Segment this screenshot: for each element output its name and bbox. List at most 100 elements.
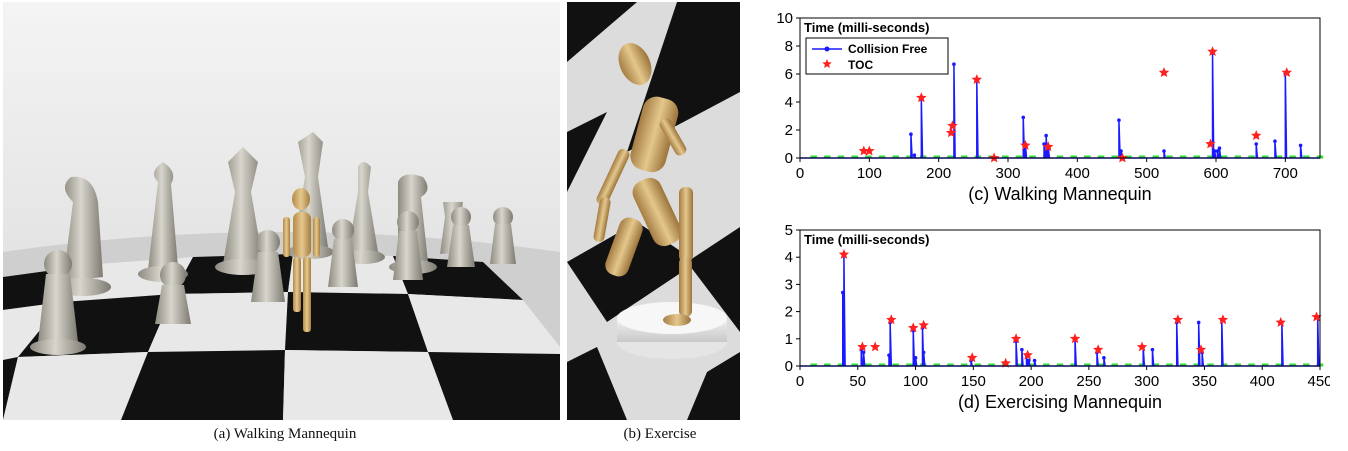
chart-c-legend: [805, 37, 949, 75]
chart-c-ytick-label: 8: [785, 38, 793, 55]
chart-d-xtick-label: 350: [1192, 373, 1217, 390]
chart-d-title: (d) Exercising Mannequin: [958, 392, 1162, 412]
chart-c-collision-free-point: [909, 132, 913, 136]
chart-c-collision-free-point: [1021, 115, 1026, 120]
chart-d-xtick-label: 300: [1134, 373, 1159, 390]
chart-c-toc-point: [1281, 67, 1292, 77]
chess-scene-image: [3, 2, 560, 420]
chart-c-xtick-label: 500: [1134, 165, 1159, 182]
chart-d-collision-free-point: [1102, 356, 1106, 360]
chart-c-xtick-label: 300: [995, 165, 1020, 182]
chart-d-toc-point: [1172, 314, 1184, 325]
chart-d-toc-point: [1275, 317, 1286, 327]
chart-c-toc-point: [916, 92, 927, 103]
chart-d-toc-point: [886, 314, 897, 325]
chart-d-xtick-label: 450: [1307, 373, 1330, 390]
chart-d-toc-point: [869, 341, 881, 352]
chart-d-xtick-label: 100: [903, 373, 928, 390]
chart-c-title: (c) Walking Mannequin: [968, 184, 1151, 204]
chart-c-toc-point: [864, 145, 875, 156]
chart-d-collision-free-point: [1196, 320, 1201, 325]
chart-c-toc-point: [945, 127, 957, 138]
chart-d-collision-free-point: [1150, 347, 1155, 352]
chart-d-toc-point: [1022, 349, 1033, 360]
exercise-mannequin-render: [567, 2, 740, 420]
chart-c-toc-point: [1020, 139, 1031, 150]
chart-d-series-collision-free: [800, 254, 1320, 367]
chart-d-toc-point: [1092, 344, 1104, 355]
chart-d-collision-free-point: [1020, 347, 1024, 352]
chart-d-plot-area: [799, 229, 1321, 367]
chart-c-collision-free-point: [952, 62, 956, 66]
chart-d-toc-point: [1069, 333, 1081, 344]
chart-c-collision-free-point: [1117, 118, 1121, 122]
chart-d-collision-free-point: [840, 290, 845, 295]
chart-d-collision-free-point: [861, 350, 866, 355]
chart-c-collision-free-point: [1119, 149, 1123, 153]
chart-d-ylabel: Time (milli-seconds): [804, 232, 929, 247]
chart-d-ytick-label: 1: [785, 331, 793, 348]
chart-c-toc-point: [1043, 141, 1054, 152]
chart-c-toc-point: [1251, 130, 1262, 140]
chart-c-legend-label-collision-free: Collision Free: [848, 42, 928, 56]
chart-c-xtick-label: 700: [1273, 165, 1298, 182]
chart-d-toc-point: [918, 319, 929, 330]
chart-d-xtick-label: 250: [1076, 373, 1101, 390]
chart-c-legend-dot-swatch: [824, 46, 830, 52]
exercise-scene-image: [567, 2, 740, 420]
chart-c-collision-free-point: [1042, 142, 1046, 146]
chart-c-collision-free-point: [1162, 149, 1166, 153]
chart-d-toc-point: [1217, 314, 1229, 325]
chart-c-toc-point: [947, 120, 958, 131]
chart-c-legend-label-toc: TOC: [848, 58, 873, 72]
chart-c-collision-free-point: [1298, 143, 1303, 148]
chart-c-xtick-label: 600: [1203, 165, 1228, 182]
chart-d-xtick-label: 50: [849, 373, 866, 390]
chart-c-ytick-label: 2: [785, 122, 793, 139]
chart-d-toc-point: [1311, 311, 1322, 322]
chart-c-ytick-label: 4: [785, 94, 793, 111]
chart-d-collision-free-point: [887, 353, 891, 357]
chart-d-toc-point: [857, 341, 868, 352]
chart-c-collision-free-point: [1254, 142, 1259, 146]
chart-c-toc-point: [1205, 138, 1216, 149]
chart-d-ytick-label: 2: [785, 304, 793, 321]
chart-c-xtick-label: 0: [796, 165, 804, 182]
chart-c-collision-free-point: [1273, 139, 1277, 143]
chart-c-plot-area: [799, 17, 1321, 159]
chart-d-ytick-label: 0: [785, 358, 793, 375]
chart-d-collision-free-point: [921, 350, 926, 355]
chart-c-xtick-label: 200: [926, 165, 951, 182]
chart-d-toc-point: [1010, 333, 1022, 344]
caption-b: (b) Exercise: [623, 426, 697, 442]
chart-c-xtick-label: 100: [857, 165, 882, 182]
chart-c-toc-point: [1117, 152, 1128, 163]
chart-c-collision-free-point: [1044, 133, 1048, 138]
chart-d-xtick-label: 400: [1250, 373, 1275, 390]
chart-d-ytick-label: 4: [785, 249, 793, 266]
chart-d-xtick-label: 200: [1019, 373, 1044, 390]
chart-d-collision-free-point: [913, 356, 918, 360]
chart-c-ytick-label: 10: [776, 10, 793, 27]
chart-c-ylabel: Time (milli-seconds): [804, 20, 929, 35]
chart-c-collision-free-point: [1215, 149, 1220, 153]
chart-c-toc-point: [858, 145, 869, 156]
walking-mannequin-render: [3, 2, 560, 420]
chart-c-legend-star-swatch: [822, 59, 832, 68]
chart-c-toc-point: [988, 152, 1000, 163]
chart-d-collision-free-point: [1032, 358, 1037, 363]
chart-d-toc-point: [1195, 344, 1207, 355]
chart-c-toc-point: [1207, 46, 1218, 56]
chart-d-ytick-label: 3: [785, 276, 793, 293]
chart-c-collision-free-point: [912, 153, 917, 157]
chart-d-toc-point: [1000, 357, 1011, 368]
chart-d-toc-point: [908, 322, 919, 333]
chart-c-collision-free-point: [1212, 149, 1217, 153]
chart-d-ytick-label: 5: [785, 222, 793, 239]
chart-d-toc-point: [1136, 341, 1148, 352]
chart-d-toc-point: [838, 249, 850, 259]
chart-c-ytick-label: 6: [785, 66, 793, 83]
chart-d-toc-point: [966, 352, 978, 363]
